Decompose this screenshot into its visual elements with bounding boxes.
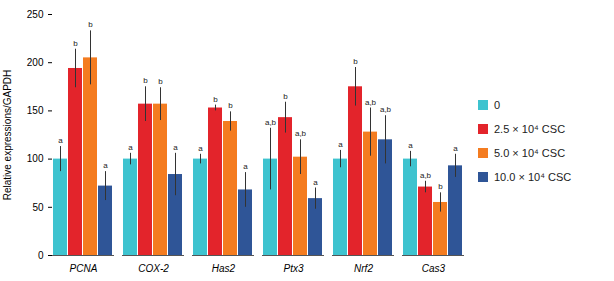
- svg-text:50: 50: [32, 202, 44, 213]
- svg-text:a: a: [243, 162, 248, 171]
- svg-text:150: 150: [27, 105, 44, 116]
- svg-text:b: b: [88, 20, 93, 29]
- svg-text:a,b: a,b: [365, 98, 377, 107]
- svg-text:Cas3: Cas3: [422, 263, 446, 274]
- svg-text:PCNA: PCNA: [70, 263, 98, 274]
- svg-text:b: b: [228, 101, 233, 110]
- svg-text:200: 200: [27, 57, 44, 68]
- html-text:5.0 × 10⁴ CSC: 5.0 × 10⁴ CSC: [494, 146, 566, 159]
- html-text:10.0 × 10⁴ CSC: 10.0 × 10⁴ CSC: [494, 170, 572, 183]
- svg-text:a: a: [58, 136, 63, 145]
- svg-text:a,b: a,b: [420, 171, 432, 180]
- svg-text:a: a: [453, 144, 458, 153]
- svg-text:a,b: a,b: [380, 105, 392, 114]
- svg-text:b: b: [438, 182, 443, 191]
- svg-text:a,b: a,b: [265, 118, 277, 127]
- svg-text:Nrf2: Nrf2: [354, 263, 373, 274]
- svg-text:a: a: [313, 178, 318, 187]
- svg-text:COX-2: COX-2: [138, 263, 169, 274]
- svg-text:a: a: [103, 161, 108, 170]
- svg-text:250: 250: [27, 9, 44, 20]
- svg-text:b: b: [213, 95, 218, 104]
- svg-text:a: a: [173, 143, 178, 152]
- svg-text:b: b: [353, 57, 358, 66]
- svg-text:a,b: a,b: [295, 129, 307, 138]
- svg-text:b: b: [158, 77, 163, 86]
- svg-text:Relative expressions/GAPDH: Relative expressions/GAPDH: [2, 70, 13, 201]
- html-text:2.5 × 10⁴ CSC: 2.5 × 10⁴ CSC: [494, 122, 566, 135]
- html-text:0: 0: [494, 98, 501, 111]
- svg-text:b: b: [283, 92, 288, 101]
- svg-text:a: a: [408, 141, 413, 150]
- svg-text:b: b: [143, 76, 148, 85]
- svg-text:100: 100: [27, 153, 44, 164]
- svg-text:Has2: Has2: [212, 263, 236, 274]
- svg-text:a: a: [128, 143, 133, 152]
- svg-text:b: b: [73, 39, 78, 48]
- svg-text:a: a: [198, 144, 203, 153]
- svg-text:0: 0: [38, 250, 44, 261]
- svg-text:a: a: [338, 140, 343, 149]
- svg-text:Ptx3: Ptx3: [283, 263, 303, 274]
